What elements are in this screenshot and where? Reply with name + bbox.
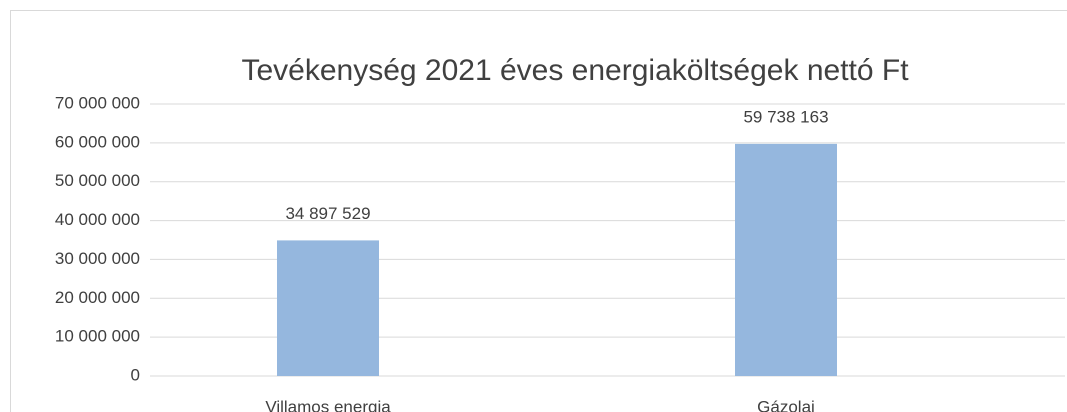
data-label: 34 897 529 xyxy=(285,204,370,223)
y-tick-label: 40 000 000 xyxy=(55,210,140,229)
bar xyxy=(735,143,837,376)
y-tick-label: 50 000 000 xyxy=(55,171,140,190)
y-tick-label: 70 000 000 xyxy=(55,93,140,112)
y-tick-label: 60 000 000 xyxy=(55,132,140,151)
data-label: 59 738 163 xyxy=(743,107,828,126)
chart-border xyxy=(10,10,1067,412)
y-tick-label: 20 000 000 xyxy=(55,288,140,307)
y-tick-label: 10 000 000 xyxy=(55,327,140,346)
x-tick-label: Gázolaj xyxy=(757,397,815,412)
x-tick-label: Villamos energia xyxy=(265,397,391,412)
y-tick-label: 30 000 000 xyxy=(55,249,140,268)
chart-title: Tevékenység 2021 éves energiaköltségek n… xyxy=(241,54,909,87)
y-tick-label: 0 xyxy=(131,365,140,384)
bar xyxy=(277,240,379,376)
